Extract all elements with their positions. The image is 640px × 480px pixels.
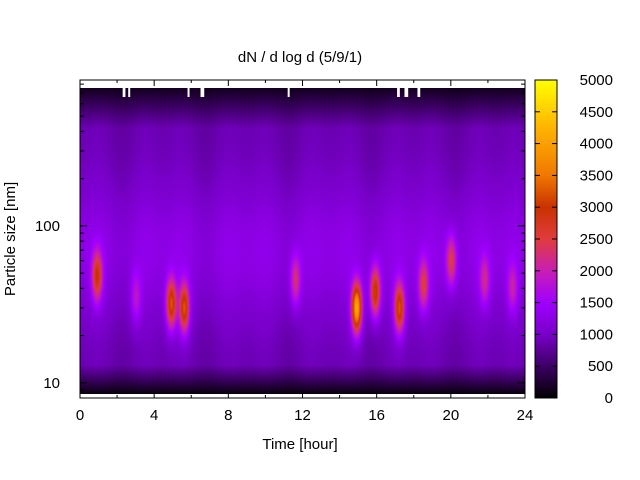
heatmap-plot-area <box>79 79 526 399</box>
missing-data-gap <box>287 88 290 97</box>
x-tick-label: 8 <box>224 407 232 424</box>
missing-data-gap <box>397 88 400 97</box>
colorbar-tick-label: 5000 <box>580 72 613 89</box>
missing-data-gap <box>187 88 190 97</box>
colorbar-tick-label: 1000 <box>580 326 613 343</box>
colorbar-tick-label: 500 <box>588 358 613 375</box>
missing-data-gap <box>200 88 205 97</box>
missing-data-gap <box>404 88 409 97</box>
y-axis-label: Particle size [nm] <box>2 182 19 296</box>
x-tick-label: 0 <box>76 407 84 424</box>
colorbar-ticks: 0 500 1000 1500 2000 2500 3000 3500 4000 4500 5000 <box>535 72 613 407</box>
heatmap-image <box>80 88 525 394</box>
x-axis-label: Time [hour] <box>262 436 337 453</box>
colorbar-tick-label: 1500 <box>580 295 613 312</box>
colorbar-tick-label: 3000 <box>580 199 613 216</box>
missing-data-gaps <box>122 88 421 97</box>
colorbar-tick-label: 2500 <box>580 231 613 248</box>
colorbar-tick-label: 0 <box>605 390 613 407</box>
x-axis: 0 4 8 12 16 20 24 <box>76 80 534 424</box>
colorbar-tick-label: 2000 <box>580 263 613 280</box>
y-tick-label: 100 <box>35 218 60 235</box>
colorbar: 0 500 1000 1500 2000 2500 3000 3500 4000 4500 5000 <box>534 72 613 407</box>
missing-data-gap <box>128 88 131 97</box>
x-tick-label: 12 <box>294 407 311 424</box>
colorbar-tick-label: 4000 <box>580 136 613 153</box>
colorbar-tick-label: 3500 <box>580 167 613 184</box>
chart-title: dN / d log d (5/9/1) <box>238 49 362 66</box>
x-tick-label: 24 <box>517 407 534 424</box>
x-tick-label: 4 <box>150 407 158 424</box>
missing-data-gap <box>417 88 421 97</box>
missing-data-gap <box>122 88 126 97</box>
y-axis: 10 100 <box>35 83 525 392</box>
colorbar-tick-label: 4500 <box>580 104 613 121</box>
x-tick-label: 16 <box>368 407 385 424</box>
x-tick-label: 20 <box>442 407 459 424</box>
y-tick-label: 10 <box>43 375 60 392</box>
